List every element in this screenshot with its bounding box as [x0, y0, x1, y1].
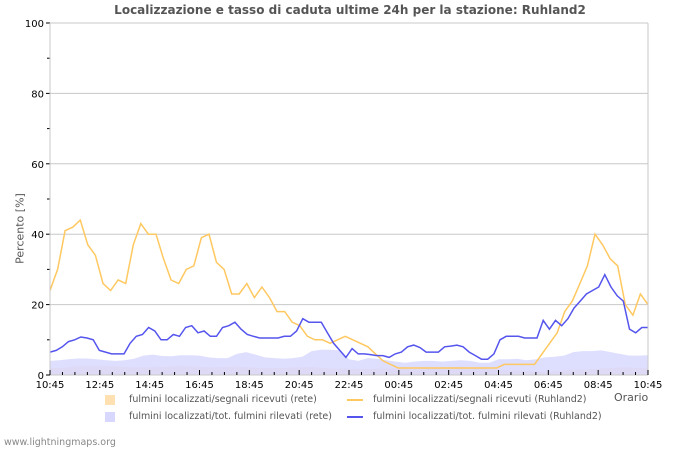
svg-text:04:45: 04:45 [484, 380, 513, 391]
svg-text:40: 40 [31, 230, 44, 241]
svg-text:00:45: 00:45 [384, 380, 413, 391]
legend-item-segnali-ruhland2: fulmini localizzati/segnali ricevuti (Ru… [347, 394, 587, 405]
svg-text:20:45: 20:45 [285, 380, 314, 391]
svg-text:80: 80 [31, 89, 44, 100]
svg-text:20: 20 [31, 301, 44, 312]
svg-text:22:45: 22:45 [335, 380, 364, 391]
svg-text:16:45: 16:45 [185, 380, 214, 391]
svg-text:06:45: 06:45 [534, 380, 563, 391]
svg-text:10:45: 10:45 [36, 380, 65, 391]
y-axis-label: Percento [%] [13, 193, 27, 264]
svg-text:02:45: 02:45 [434, 380, 463, 391]
svg-text:60: 60 [31, 160, 44, 171]
legend-swatch-line-icon [347, 398, 363, 401]
legend-item-tot-rete: fulmini localizzati/tot. fulmini rilevat… [105, 411, 332, 422]
svg-text:14:45: 14:45 [135, 380, 164, 391]
x-axis-label: Orario [614, 391, 649, 404]
svg-text:08:45: 08:45 [584, 380, 613, 391]
legend-item-segnali-rete: fulmini localizzati/segnali ricevuti (re… [105, 394, 317, 405]
chart-title: Localizzazione e tasso di caduta ultime … [114, 3, 586, 17]
legend-item-tot-ruhland2: fulmini localizzati/tot. fulmini rilevat… [347, 411, 602, 422]
svg-text:12:45: 12:45 [85, 380, 114, 391]
legend-swatch-box-icon [105, 411, 115, 422]
svg-text:18:45: 18:45 [235, 380, 264, 391]
svg-text:100: 100 [25, 19, 44, 30]
footer-link[interactable]: www.lightningmaps.org [4, 437, 116, 448]
svg-text:0: 0 [38, 371, 44, 382]
legend-swatch-box-icon [105, 394, 115, 405]
legend-swatch-line-icon [347, 415, 363, 418]
svg-text:10:45: 10:45 [634, 380, 663, 391]
